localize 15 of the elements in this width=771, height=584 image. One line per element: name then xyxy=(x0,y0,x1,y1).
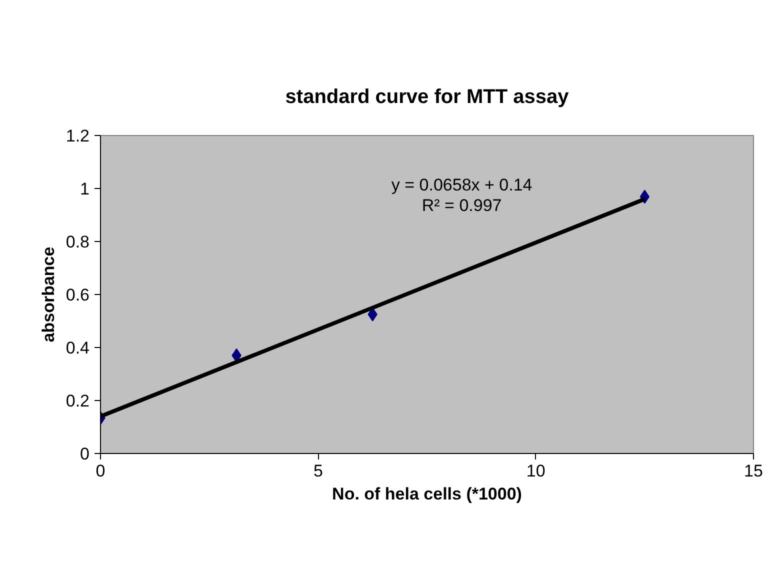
y-tick-label: 0.4 xyxy=(66,338,90,358)
y-tick-label: 0 xyxy=(80,444,90,464)
x-tick-label: 5 xyxy=(313,462,323,480)
chart-title: standard curve for MTT assay xyxy=(285,86,570,108)
x-tick-label: 10 xyxy=(526,462,546,480)
y-tick-label: 1 xyxy=(80,180,90,198)
x-axis-title: No. of hela cells (*1000) xyxy=(332,484,522,504)
y-tick-label: 0.2 xyxy=(66,392,90,410)
y-tick-label: 0.6 xyxy=(66,286,90,304)
y-tick-label: 1.2 xyxy=(66,126,90,146)
x-tick-label: 0 xyxy=(96,462,106,480)
y-tick-label: 0.8 xyxy=(66,232,90,252)
y-axis-title: absorbance xyxy=(38,246,58,342)
annotation: y = 0.0658x + 0.14 R² = 0.997 xyxy=(391,175,532,216)
x-tick-label: 15 xyxy=(744,462,763,480)
